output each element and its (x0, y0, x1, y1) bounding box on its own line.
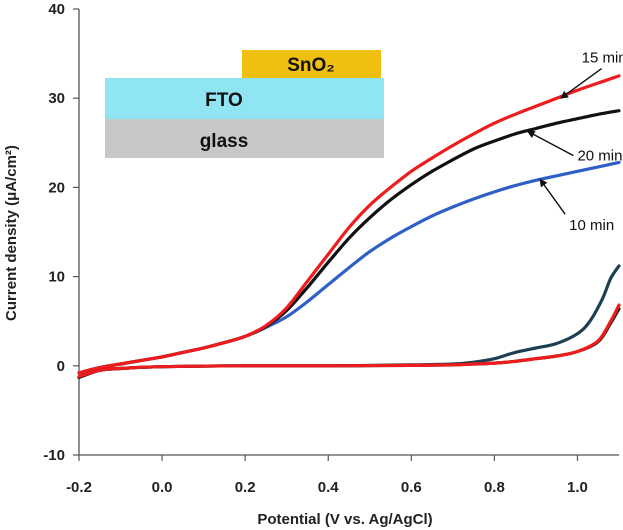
layer-structure-inset: SnO₂ FTO glass (105, 50, 384, 158)
inset-layer-glass (105, 119, 384, 158)
inset-layer-fto (105, 78, 384, 119)
x-tick-label: 0.4 (318, 479, 340, 496)
series-line-dark-10-min (77, 264, 621, 379)
chart-series (77, 74, 621, 379)
x-axis-title: Potential (V vs. Ag/AgCl) (257, 511, 432, 528)
x-tick-label: 0.0 (152, 479, 173, 496)
y-axis-title: Current density (μA/cm²) (3, 145, 20, 321)
x-tick-label: 0.8 (484, 479, 505, 496)
annotation-label: 15 min (582, 50, 623, 67)
series-line-15-min (77, 74, 621, 375)
annotation-label: 10 min (569, 217, 614, 234)
inset-layer-sno2 (242, 50, 381, 78)
x-tick-label: 0.6 (401, 479, 422, 496)
y-tick-label: 20 (48, 179, 65, 196)
y-tick-label: -10 (43, 447, 65, 464)
y-tick-label: 40 (48, 1, 65, 18)
annotation-arrow (560, 67, 603, 99)
chart-axes: -10 0 10 20 30 40 -0.2 0.0 0.2 0.4 0.6 0.8 1.0 (43, 1, 619, 496)
x-tick-label: 0.2 (235, 479, 256, 496)
y-tick-label: 0 (57, 358, 65, 375)
x-tick-label: 1.0 (567, 479, 588, 496)
annotation-label: 20 min (577, 148, 622, 165)
y-tick-label: 30 (48, 90, 65, 107)
series-line-10-min (77, 160, 621, 375)
y-tick-label: 10 (48, 269, 65, 286)
annotation-arrow (539, 178, 566, 215)
chart-annotations: 15 min 20 min 10 min (526, 50, 623, 234)
x-tick-label: -0.2 (66, 479, 92, 496)
inset-label-fto: FTO (205, 90, 243, 111)
annotation-arrow (526, 130, 574, 157)
inset-label-sno2: SnO₂ (287, 55, 335, 76)
inset-label-glass: glass (200, 131, 249, 152)
series-line-dark-15-min (77, 303, 621, 379)
